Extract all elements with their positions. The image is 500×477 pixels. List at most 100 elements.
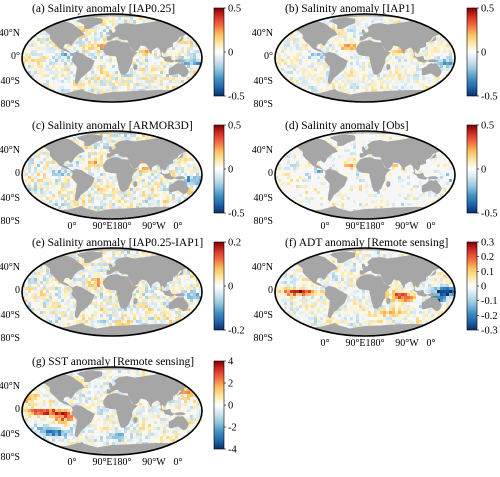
panel-a: (a) Salinity anomaly [IAP0.25] 40°N 0° 40°S… (0, 3, 245, 110)
lon-tick-label: 90°E180° (92, 221, 131, 232)
land-indonesia (412, 172, 440, 180)
lat-tick-label: 80°S (253, 99, 273, 110)
map-frame (274, 130, 456, 220)
land-southAmerica (71, 404, 95, 438)
panel-f: (f) ADT anomaly [Remote sensing] 40°N 0 40°… (252, 237, 498, 349)
lon-tick-label: 0° (68, 221, 77, 232)
land-greenland (329, 17, 356, 29)
land-madagascar (133, 181, 138, 188)
land-indonesia (159, 55, 187, 63)
land-africa (103, 157, 139, 192)
land-newZealand (195, 428, 202, 434)
land-newZealand (448, 192, 455, 198)
map-frame (274, 247, 456, 337)
colorbar-tick-label: 0 (228, 401, 233, 412)
lat-tick-label: 40°N (0, 28, 20, 39)
land-uk (108, 146, 113, 151)
map-g (22, 367, 202, 455)
land-australia (421, 63, 442, 78)
colorbar-tick-label: -0.5 (481, 92, 498, 103)
land-uk (361, 146, 366, 151)
land-southAmerica (71, 285, 95, 319)
lon-tick-label: 90°W (142, 457, 166, 468)
land-newZealand (195, 75, 202, 81)
land-uk (108, 382, 113, 387)
map-d (275, 131, 455, 219)
lat-tick-label: 0 (268, 168, 273, 179)
land-indonesia (159, 408, 187, 416)
land-australia (168, 416, 189, 431)
lon-tick-label: 90°W (395, 338, 419, 349)
lat-tick-label: 0° (11, 51, 20, 62)
colorbar-gradient (213, 124, 225, 214)
land-madagascar (133, 298, 138, 305)
colorbar-tick-label: 0.1 (481, 267, 494, 278)
colorbar-tick-label: 0 (228, 282, 233, 293)
land-japan (429, 269, 437, 277)
land-southAmerica (71, 51, 95, 85)
land-newZealand (448, 309, 455, 315)
panel-c: (c) Salinity anomaly [ARMOR3D] 40°N 0 40°S 8… (0, 120, 245, 232)
land-africa (103, 40, 139, 75)
land-japan (429, 152, 437, 160)
land-indonesia (412, 289, 440, 297)
colorbar-tick-label: 0.5 (481, 121, 494, 132)
colorbar-tick-label: 0.5 (228, 4, 241, 15)
panel-title: (f) ADT anomaly [Remote sensing] (285, 237, 448, 249)
lon-tick-label: 0° (174, 457, 183, 468)
land-uk (361, 29, 366, 34)
land-madagascar (386, 181, 391, 188)
land-japan (176, 152, 184, 160)
map-b (275, 14, 455, 102)
land-greenland (329, 251, 356, 263)
land-eurasia (359, 137, 455, 175)
colorbar-tick-label: 4 (228, 357, 234, 368)
map-frame (21, 366, 203, 456)
lon-tick-label: 0° (427, 221, 436, 232)
lat-tick-label: 40°N (252, 262, 273, 273)
panel-b: (b) Salinity anomaly [IAP1] 40°N 0° 40°S 80°… (252, 3, 498, 110)
land-eurasia (106, 20, 202, 58)
land-australia (168, 63, 189, 78)
colorbar-tick-label: -0.5 (228, 209, 245, 220)
lat-tick-label: 0° (264, 51, 273, 62)
land-greenland (329, 134, 356, 146)
land-madagascar (133, 64, 138, 71)
colorbar-tick-label: 0 (228, 48, 233, 59)
map-frame (21, 130, 203, 220)
land-southAmerica (71, 168, 95, 202)
land-japan (176, 269, 184, 277)
lat-tick-label: 40°S (253, 310, 273, 321)
lat-tick-label: 0 (15, 168, 20, 179)
land-africa (356, 157, 392, 192)
lat-tick-label: 0 (268, 285, 273, 296)
lon-tick-label: 90°E180° (92, 457, 131, 468)
colorbar-c: 0.5 0 -0.5 (213, 121, 245, 220)
colorbar-tick-label: -0.2 (228, 326, 245, 337)
lon-tick-label: 0° (174, 221, 183, 232)
land-newZealand (195, 192, 202, 198)
lon-tick-label: 0° (321, 338, 330, 349)
lat-tick-label: 40°S (253, 193, 273, 204)
lon-tick-label: 90°W (142, 221, 166, 232)
colorbar-tick-label: 0.5 (481, 4, 494, 15)
colorbar-tick-label: 0 (481, 48, 486, 59)
land-eurasia (359, 254, 455, 292)
map-c (22, 131, 202, 219)
panel-title: (a) Salinity anomaly [IAP0.25] (32, 3, 175, 15)
colorbar-gradient (213, 241, 225, 331)
lat-tick-label: 0 (15, 404, 20, 415)
land-australia (168, 180, 189, 195)
lat-tick-label: 80°S (0, 333, 20, 344)
map-f (275, 248, 455, 336)
lat-tick-label: 40°N (252, 145, 273, 156)
lon-tick-label: 90°W (395, 221, 419, 232)
lat-tick-label: 40°N (0, 145, 20, 156)
panel-title: (c) Salinity anomaly [ARMOR3D] (32, 120, 193, 132)
lat-tick-label: 40°N (252, 28, 273, 39)
land-africa (356, 274, 392, 309)
land-madagascar (133, 417, 138, 424)
land-eurasia (106, 373, 202, 411)
lon-tick-label: 0° (321, 221, 330, 232)
